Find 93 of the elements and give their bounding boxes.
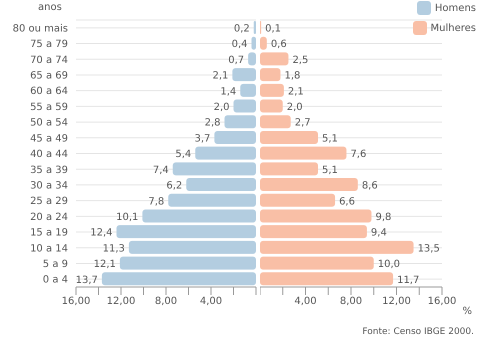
x-tick-label: 4,00	[200, 296, 222, 308]
bar	[260, 146, 346, 160]
y-tick-label: 0 a 4	[42, 274, 68, 286]
legend-label: Mulheres	[430, 22, 476, 34]
bar	[260, 209, 372, 222]
data-label: 5,4	[175, 149, 192, 160]
bar	[260, 272, 394, 286]
data-label: 11,7	[397, 274, 420, 286]
bar	[214, 130, 256, 144]
x-tick-label: 12,00	[382, 296, 411, 308]
bar	[240, 84, 256, 97]
bar	[102, 272, 256, 286]
y-tick-label: 80 ou mais	[12, 23, 68, 34]
data-label: 10,1	[116, 212, 138, 223]
x-tick-label: 8,00	[340, 296, 362, 308]
data-label: 3,7	[194, 133, 210, 144]
bar	[260, 194, 336, 207]
bar	[260, 130, 318, 144]
bar	[260, 115, 291, 128]
y-tick-label: 70 a 74	[30, 54, 68, 66]
y-tick-label: 30 a 34	[30, 180, 68, 192]
data-label: 7,6	[350, 149, 366, 160]
bar	[120, 256, 256, 270]
data-label: 9,8	[375, 212, 392, 223]
data-label: 1,4	[220, 86, 236, 98]
data-label: 2,0	[286, 102, 303, 114]
bar	[260, 256, 374, 270]
data-label: 0,7	[228, 54, 244, 66]
y-tick-label: 15 a 19	[30, 228, 68, 239]
bar	[116, 225, 256, 238]
data-label: 5,1	[322, 133, 338, 144]
x-tick-label: 4,00	[294, 296, 317, 308]
y-tick-label: 75 a 79	[30, 39, 68, 50]
data-label: 1,8	[284, 70, 300, 82]
source-note: Fonte: Censo IBGE 2000.	[362, 327, 474, 337]
y-tick-label: 10 a 14	[30, 243, 68, 254]
legend-label: Homens	[434, 2, 476, 14]
data-label: 9,4	[370, 228, 387, 239]
bar	[260, 68, 280, 82]
x-tick-label: 16,00	[62, 296, 90, 308]
data-label: 0,1	[265, 24, 282, 34]
y-tick-label: 60 a 64	[30, 86, 68, 98]
y-tick-label: 55 a 59	[30, 102, 68, 113]
data-label: 2,7	[294, 118, 311, 129]
y-axis-title: anos	[38, 2, 62, 13]
y-tick-label: 5 a 9	[42, 258, 68, 270]
y-tick-label: 25 a 29	[30, 196, 68, 208]
bar	[234, 100, 256, 113]
data-label: 0,4	[232, 39, 248, 50]
bar	[260, 225, 367, 238]
y-tick-label: 35 a 39	[30, 164, 68, 176]
data-label: 0,2	[234, 24, 250, 34]
y-tick-label: 50 a 54	[30, 118, 68, 129]
data-label: 2,8	[204, 118, 220, 129]
data-label: 7,4	[152, 164, 169, 176]
bar	[142, 209, 256, 222]
y-tick-label: 40 a 44	[30, 149, 68, 160]
bar	[260, 240, 414, 254]
data-label: 13,5	[418, 243, 440, 254]
bar	[260, 178, 358, 192]
bar	[186, 178, 256, 192]
data-label: 10,0	[378, 259, 400, 270]
x-tick-label: 12,00	[106, 296, 136, 308]
data-label: 6,6	[339, 196, 355, 208]
y-tick-label: 20 a 24	[30, 212, 68, 223]
data-label: 7,8	[148, 196, 164, 208]
data-label: 2,1	[288, 86, 304, 98]
x-tick-label: 8,00	[154, 296, 178, 308]
bar	[232, 68, 256, 82]
data-label: 6,2	[166, 180, 182, 192]
bar	[168, 194, 256, 207]
data-label: 5,1	[322, 164, 338, 176]
bar	[224, 115, 256, 128]
bar	[195, 146, 256, 160]
bar	[260, 84, 284, 97]
data-label: 12,1	[94, 259, 116, 270]
data-label: 0,6	[270, 39, 287, 50]
data-label: 13,7	[76, 274, 98, 286]
bar	[260, 52, 288, 66]
y-tick-label: 45 a 49	[30, 133, 68, 144]
data-label: 8,6	[362, 180, 378, 192]
bar	[260, 100, 283, 113]
data-label: 2,1	[212, 70, 228, 82]
data-label: 11,3	[102, 243, 125, 254]
data-label: 2,5	[292, 54, 308, 66]
bar	[172, 162, 256, 176]
x-tick-label: 16,00	[428, 296, 456, 308]
data-label: 12,4	[90, 228, 112, 239]
text: %	[462, 306, 472, 317]
y-tick-label: 65 a 69	[30, 70, 68, 82]
data-label: 2,0	[214, 102, 230, 114]
bar	[260, 162, 318, 176]
bar	[128, 240, 256, 254]
